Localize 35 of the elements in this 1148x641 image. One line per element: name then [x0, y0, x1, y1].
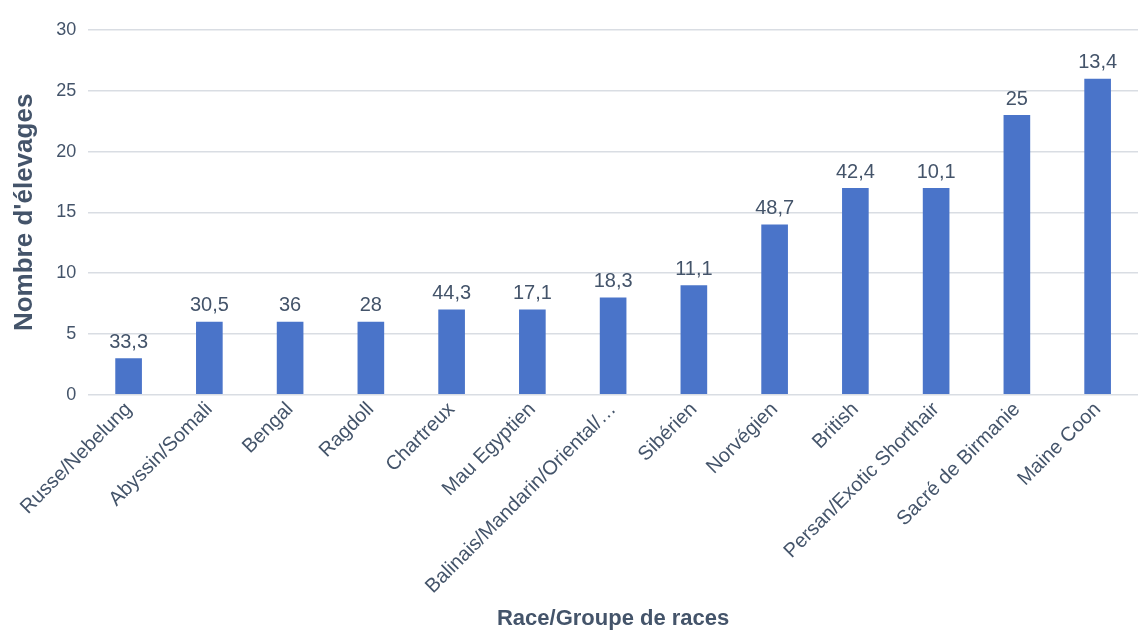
x-axis-title: Race/Groupe de races [496, 604, 730, 630]
annotation: 30,5 [189, 293, 229, 316]
y-tick-label: 5 [66, 322, 77, 343]
annotation: 33,3 [109, 329, 149, 352]
y-tick-label: 10 [56, 262, 77, 283]
bar [115, 358, 142, 394]
annotation: 25 [1005, 86, 1028, 109]
annotation: 42,4 [835, 159, 875, 182]
y-axis-title: Nombre d'élevages [7, 93, 38, 332]
bar [438, 309, 465, 394]
annotation: 28 [359, 293, 382, 316]
annotation: 17,1 [512, 281, 552, 304]
bar [599, 297, 627, 394]
y-tick-label: 0 [66, 383, 77, 404]
bar [680, 285, 708, 394]
annotation: 36 [278, 293, 302, 316]
annotation: 18,3 [593, 268, 633, 291]
y-tick-label: 25 [56, 79, 77, 100]
annotation: 13,4 [1078, 50, 1118, 73]
bar [519, 309, 546, 394]
annotation: 48,7 [755, 196, 795, 219]
bar [842, 188, 869, 394]
bar [276, 321, 304, 394]
bar [1003, 115, 1031, 394]
bar [357, 321, 385, 394]
bar [922, 188, 950, 394]
annotation: 10,1 [916, 159, 956, 182]
y-tick-label: 30 [56, 18, 77, 39]
y-tick-label: 20 [56, 140, 77, 161]
y-tick-label: 15 [56, 201, 77, 222]
annotation: 44,3 [432, 281, 472, 304]
bar [1084, 78, 1111, 394]
bar [196, 321, 223, 394]
bar [761, 224, 788, 394]
annotation: 11,1 [675, 256, 713, 279]
